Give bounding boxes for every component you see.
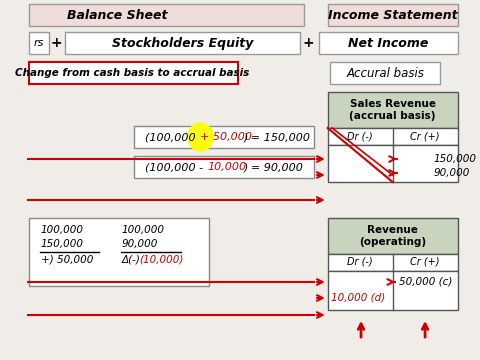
Text: Balance Sheet: Balance Sheet — [67, 9, 168, 22]
Text: Accural basis: Accural basis — [347, 67, 424, 80]
Text: + 50,000: + 50,000 — [201, 132, 252, 142]
Text: Stockholders Equity: Stockholders Equity — [112, 36, 253, 50]
Text: (100,000: (100,000 — [144, 132, 199, 142]
Text: Cr (+): Cr (+) — [410, 257, 440, 267]
FancyBboxPatch shape — [328, 4, 457, 26]
FancyBboxPatch shape — [328, 145, 457, 182]
FancyBboxPatch shape — [319, 32, 457, 54]
Text: Δ(-): Δ(-) — [122, 255, 144, 265]
Text: Change from cash basis to accrual basis: Change from cash basis to accrual basis — [15, 68, 249, 78]
FancyBboxPatch shape — [328, 128, 457, 145]
Text: ) = 90,000: ) = 90,000 — [244, 162, 304, 172]
Text: +) 50,000: +) 50,000 — [41, 255, 93, 265]
Text: 10,000 (d): 10,000 (d) — [331, 293, 385, 303]
Text: Dr (-): Dr (-) — [348, 257, 373, 267]
Circle shape — [188, 123, 213, 151]
Text: +: + — [303, 36, 314, 50]
Text: 100,000: 100,000 — [122, 225, 165, 235]
FancyBboxPatch shape — [65, 32, 300, 54]
Text: 150,000: 150,000 — [433, 154, 476, 164]
Text: (10,000): (10,000) — [139, 255, 183, 265]
FancyBboxPatch shape — [133, 156, 314, 178]
FancyBboxPatch shape — [29, 218, 209, 286]
Text: Income Statement: Income Statement — [328, 9, 457, 22]
Text: (100,000 -: (100,000 - — [144, 162, 206, 172]
Text: Sales Revenue
(accrual basis): Sales Revenue (accrual basis) — [349, 99, 436, 121]
FancyBboxPatch shape — [29, 62, 239, 84]
Text: ) = 150,000: ) = 150,000 — [244, 132, 311, 142]
FancyBboxPatch shape — [29, 4, 304, 26]
FancyBboxPatch shape — [330, 62, 441, 84]
FancyBboxPatch shape — [328, 271, 457, 310]
Text: 150,000: 150,000 — [41, 239, 84, 249]
Text: Revenue
(operating): Revenue (operating) — [359, 225, 426, 247]
Text: Cr (+): Cr (+) — [410, 131, 440, 141]
FancyBboxPatch shape — [133, 126, 314, 148]
Text: Dr (-): Dr (-) — [348, 131, 373, 141]
FancyBboxPatch shape — [328, 254, 457, 271]
Text: rs: rs — [34, 38, 44, 48]
FancyBboxPatch shape — [29, 32, 49, 54]
Text: Net Income: Net Income — [348, 36, 428, 50]
Text: 90,000: 90,000 — [122, 239, 158, 249]
Text: 90,000: 90,000 — [433, 168, 469, 178]
Text: 100,000: 100,000 — [41, 225, 84, 235]
Text: +: + — [50, 36, 62, 50]
Text: 50,000 (c): 50,000 (c) — [399, 277, 452, 287]
FancyBboxPatch shape — [328, 218, 457, 254]
FancyBboxPatch shape — [328, 92, 457, 128]
Text: 10,000: 10,000 — [208, 162, 247, 172]
